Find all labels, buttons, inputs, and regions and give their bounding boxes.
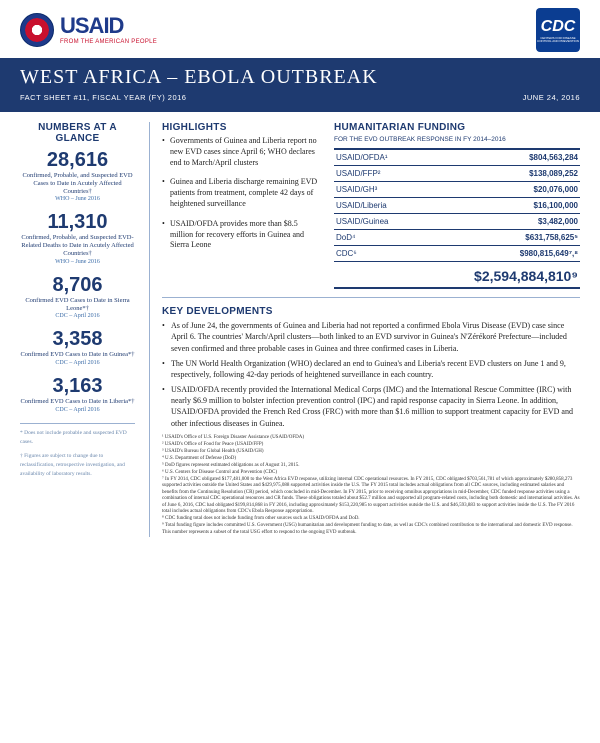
funding-total-row: $2,594,884,810⁹ — [334, 262, 580, 289]
stat-block: 3,358 Confirmed EVD Cases to Date in Gui… — [20, 329, 135, 366]
sidebar-footnotes: * Does not include probable and suspecte… — [20, 423, 135, 480]
funding-label: USAID/Liberia — [334, 198, 418, 214]
sidebar-note: † Figures are subject to change due to r… — [20, 452, 135, 480]
funding-row: USAID/GH³$20,076,000 — [334, 182, 580, 198]
funding-value: $138,089,252 — [418, 166, 580, 182]
footnote: ² USAID's Office of Food for Peace (USAI… — [162, 442, 580, 449]
title-bar: WEST AFRICA – EBOLA OUTBREAK FACT SHEET … — [0, 58, 600, 112]
funding-value: $16,100,000 — [418, 198, 580, 214]
footnote: ⁴ U.S. Department of Defense (DoD) — [162, 456, 580, 463]
footnote: ⁸ CDC funding total does not include fun… — [162, 516, 580, 523]
key-developments-header: KEY DEVELOPMENTS — [162, 306, 580, 317]
funding-table: USAID/OFDA¹$804,563,284 USAID/FFP²$138,0… — [334, 148, 580, 289]
highlight-item: USAID/OFDA provides more than $8.5 milli… — [162, 219, 322, 251]
highlight-item: Guinea and Liberia discharge remaining E… — [162, 177, 322, 209]
main-content: NUMBERS AT A GLANCE 28,616 Confirmed, Pr… — [0, 112, 600, 541]
sidebar-note: * Does not include probable and suspecte… — [20, 429, 135, 448]
top-row: HIGHLIGHTS Governments of Guinea and Lib… — [162, 122, 580, 298]
footnote: ⁶ U.S. Centers for Disease Control and P… — [162, 470, 580, 477]
cdc-wordmark: CDC — [541, 18, 576, 36]
funding-label: CDC⁶ — [334, 246, 418, 262]
key-developments-section: KEY DEVELOPMENTS As of June 24, the gove… — [162, 298, 580, 537]
stat-number: 28,616 — [20, 150, 135, 170]
funding-row: USAID/OFDA¹$804,563,284 — [334, 149, 580, 166]
stat-number: 3,163 — [20, 376, 135, 396]
highlights-list: Governments of Guinea and Liberia report… — [162, 136, 322, 251]
funding-total: $2,594,884,810⁹ — [418, 262, 580, 289]
footnotes-section: ¹ USAID's Office of U.S. Foreign Disaste… — [162, 435, 580, 537]
funding-value: $980,815,649⁷,⁸ — [418, 246, 580, 262]
usaid-tagline: FROM THE AMERICAN PEOPLE — [60, 39, 157, 45]
funding-value: $3,482,000 — [418, 214, 580, 230]
highlights-header: HIGHLIGHTS — [162, 122, 322, 133]
funding-row: USAID/FFP²$138,089,252 — [334, 166, 580, 182]
sidebar-header: NUMBERS AT A GLANCE — [20, 122, 135, 144]
usaid-logo: USAID FROM THE AMERICAN PEOPLE — [20, 13, 157, 47]
key-development-item: USAID/OFDA recently provided the Interna… — [162, 384, 580, 429]
stat-source: WHO – June 2016 — [20, 196, 135, 202]
footnote: ³ USAID's Bureau for Global Health (USAI… — [162, 449, 580, 456]
cdc-tagline: CENTERS FOR DISEASE CONTROL AND PREVENTI… — [536, 37, 580, 43]
footnote: ⁵ DoD figures represent estimated obliga… — [162, 463, 580, 470]
funding-label: USAID/GH³ — [334, 182, 418, 198]
stat-description: Confirmed, Probable, and Suspected EVD-R… — [20, 234, 135, 257]
funding-label: DoD⁴ — [334, 230, 418, 246]
funding-row: USAID/Guinea$3,482,000 — [334, 214, 580, 230]
stat-source: WHO – June 2016 — [20, 259, 135, 265]
stat-block: 11,310 Confirmed, Probable, and Suspecte… — [20, 212, 135, 264]
funding-row: USAID/Liberia$16,100,000 — [334, 198, 580, 214]
stat-source: CDC – April 2016 — [20, 360, 135, 366]
sidebar-numbers: NUMBERS AT A GLANCE 28,616 Confirmed, Pr… — [20, 122, 135, 537]
header-logos: USAID FROM THE AMERICAN PEOPLE CDC CENTE… — [0, 0, 600, 58]
funding-row: DoD⁴$631,758,625⁵ — [334, 230, 580, 246]
stat-number: 8,706 — [20, 275, 135, 295]
page-title: WEST AFRICA – EBOLA OUTBREAK — [20, 66, 580, 89]
factsheet-label: FACT SHEET #11, FISCAL YEAR (FY) 2016 — [20, 93, 186, 102]
stat-description: Confirmed EVD Cases to Date in Guinea*† — [20, 351, 135, 359]
stat-number: 3,358 — [20, 329, 135, 349]
funding-subheader: FOR THE EVD OUTBREAK RESPONSE IN FY 2014… — [334, 136, 580, 143]
stat-block: 8,706 Confirmed EVD Cases to Date in Sie… — [20, 275, 135, 320]
title-region: WEST AFRICA — [20, 66, 161, 88]
footnote: ⁹ Total funding figure includes committe… — [162, 523, 580, 536]
stat-source: CDC – April 2016 — [20, 313, 135, 319]
funding-header: HUMANITARIAN FUNDING — [334, 122, 580, 133]
key-developments-list: As of June 24, the governments of Guinea… — [162, 320, 580, 429]
stat-number: 11,310 — [20, 212, 135, 232]
usaid-wordmark: USAID — [60, 15, 157, 37]
usaid-seal-icon — [20, 13, 54, 47]
stat-description: Confirmed EVD Cases to Date in Sierra Le… — [20, 297, 135, 313]
funding-value: $20,076,000 — [418, 182, 580, 198]
title-separator: – — [167, 66, 184, 88]
key-development-item: The UN World Health Organization (WHO) d… — [162, 358, 580, 380]
publication-date: JUNE 24, 2016 — [523, 93, 580, 102]
content-column: HIGHLIGHTS Governments of Guinea and Lib… — [149, 122, 580, 537]
footnote: ⁷ In FY 2014, CDC obligated $177,481,000… — [162, 477, 580, 516]
funding-value: $804,563,284 — [418, 149, 580, 166]
key-development-item: As of June 24, the governments of Guinea… — [162, 320, 580, 354]
funding-label: USAID/OFDA¹ — [334, 149, 418, 166]
title-topic: EBOLA OUTBREAK — [184, 66, 377, 88]
funding-label: USAID/FFP² — [334, 166, 418, 182]
stat-description: Confirmed, Probable, and Suspected EVD C… — [20, 172, 135, 195]
stat-block: 3,163 Confirmed EVD Cases to Date in Lib… — [20, 376, 135, 413]
funding-section: HUMANITARIAN FUNDING FOR THE EVD OUTBREA… — [334, 122, 580, 289]
funding-value: $631,758,625⁵ — [418, 230, 580, 246]
cdc-logo: CDC CENTERS FOR DISEASE CONTROL AND PREV… — [536, 8, 580, 52]
funding-row: CDC⁶$980,815,649⁷,⁸ — [334, 246, 580, 262]
stat-block: 28,616 Confirmed, Probable, and Suspecte… — [20, 150, 135, 202]
stat-source: CDC – April 2016 — [20, 407, 135, 413]
funding-label: USAID/Guinea — [334, 214, 418, 230]
stat-description: Confirmed EVD Cases to Date in Liberia*† — [20, 398, 135, 406]
highlights-section: HIGHLIGHTS Governments of Guinea and Lib… — [162, 122, 322, 289]
footnote: ¹ USAID's Office of U.S. Foreign Disaste… — [162, 435, 580, 442]
highlight-item: Governments of Guinea and Liberia report… — [162, 136, 322, 168]
